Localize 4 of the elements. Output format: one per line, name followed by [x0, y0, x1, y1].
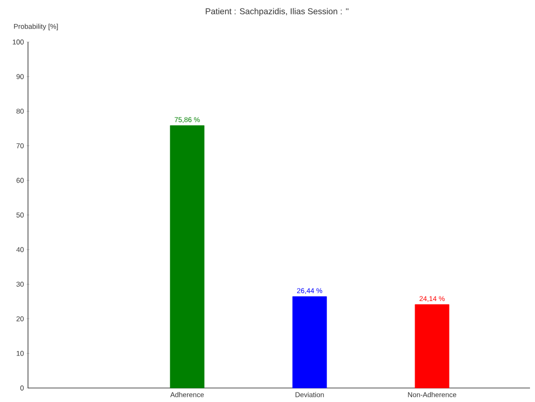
- bar: [414, 304, 450, 388]
- bar: [170, 125, 204, 388]
- bar: [292, 296, 327, 388]
- chart-title: Patient : Sachpazidis, Ilias Session : '': [206, 8, 348, 16]
